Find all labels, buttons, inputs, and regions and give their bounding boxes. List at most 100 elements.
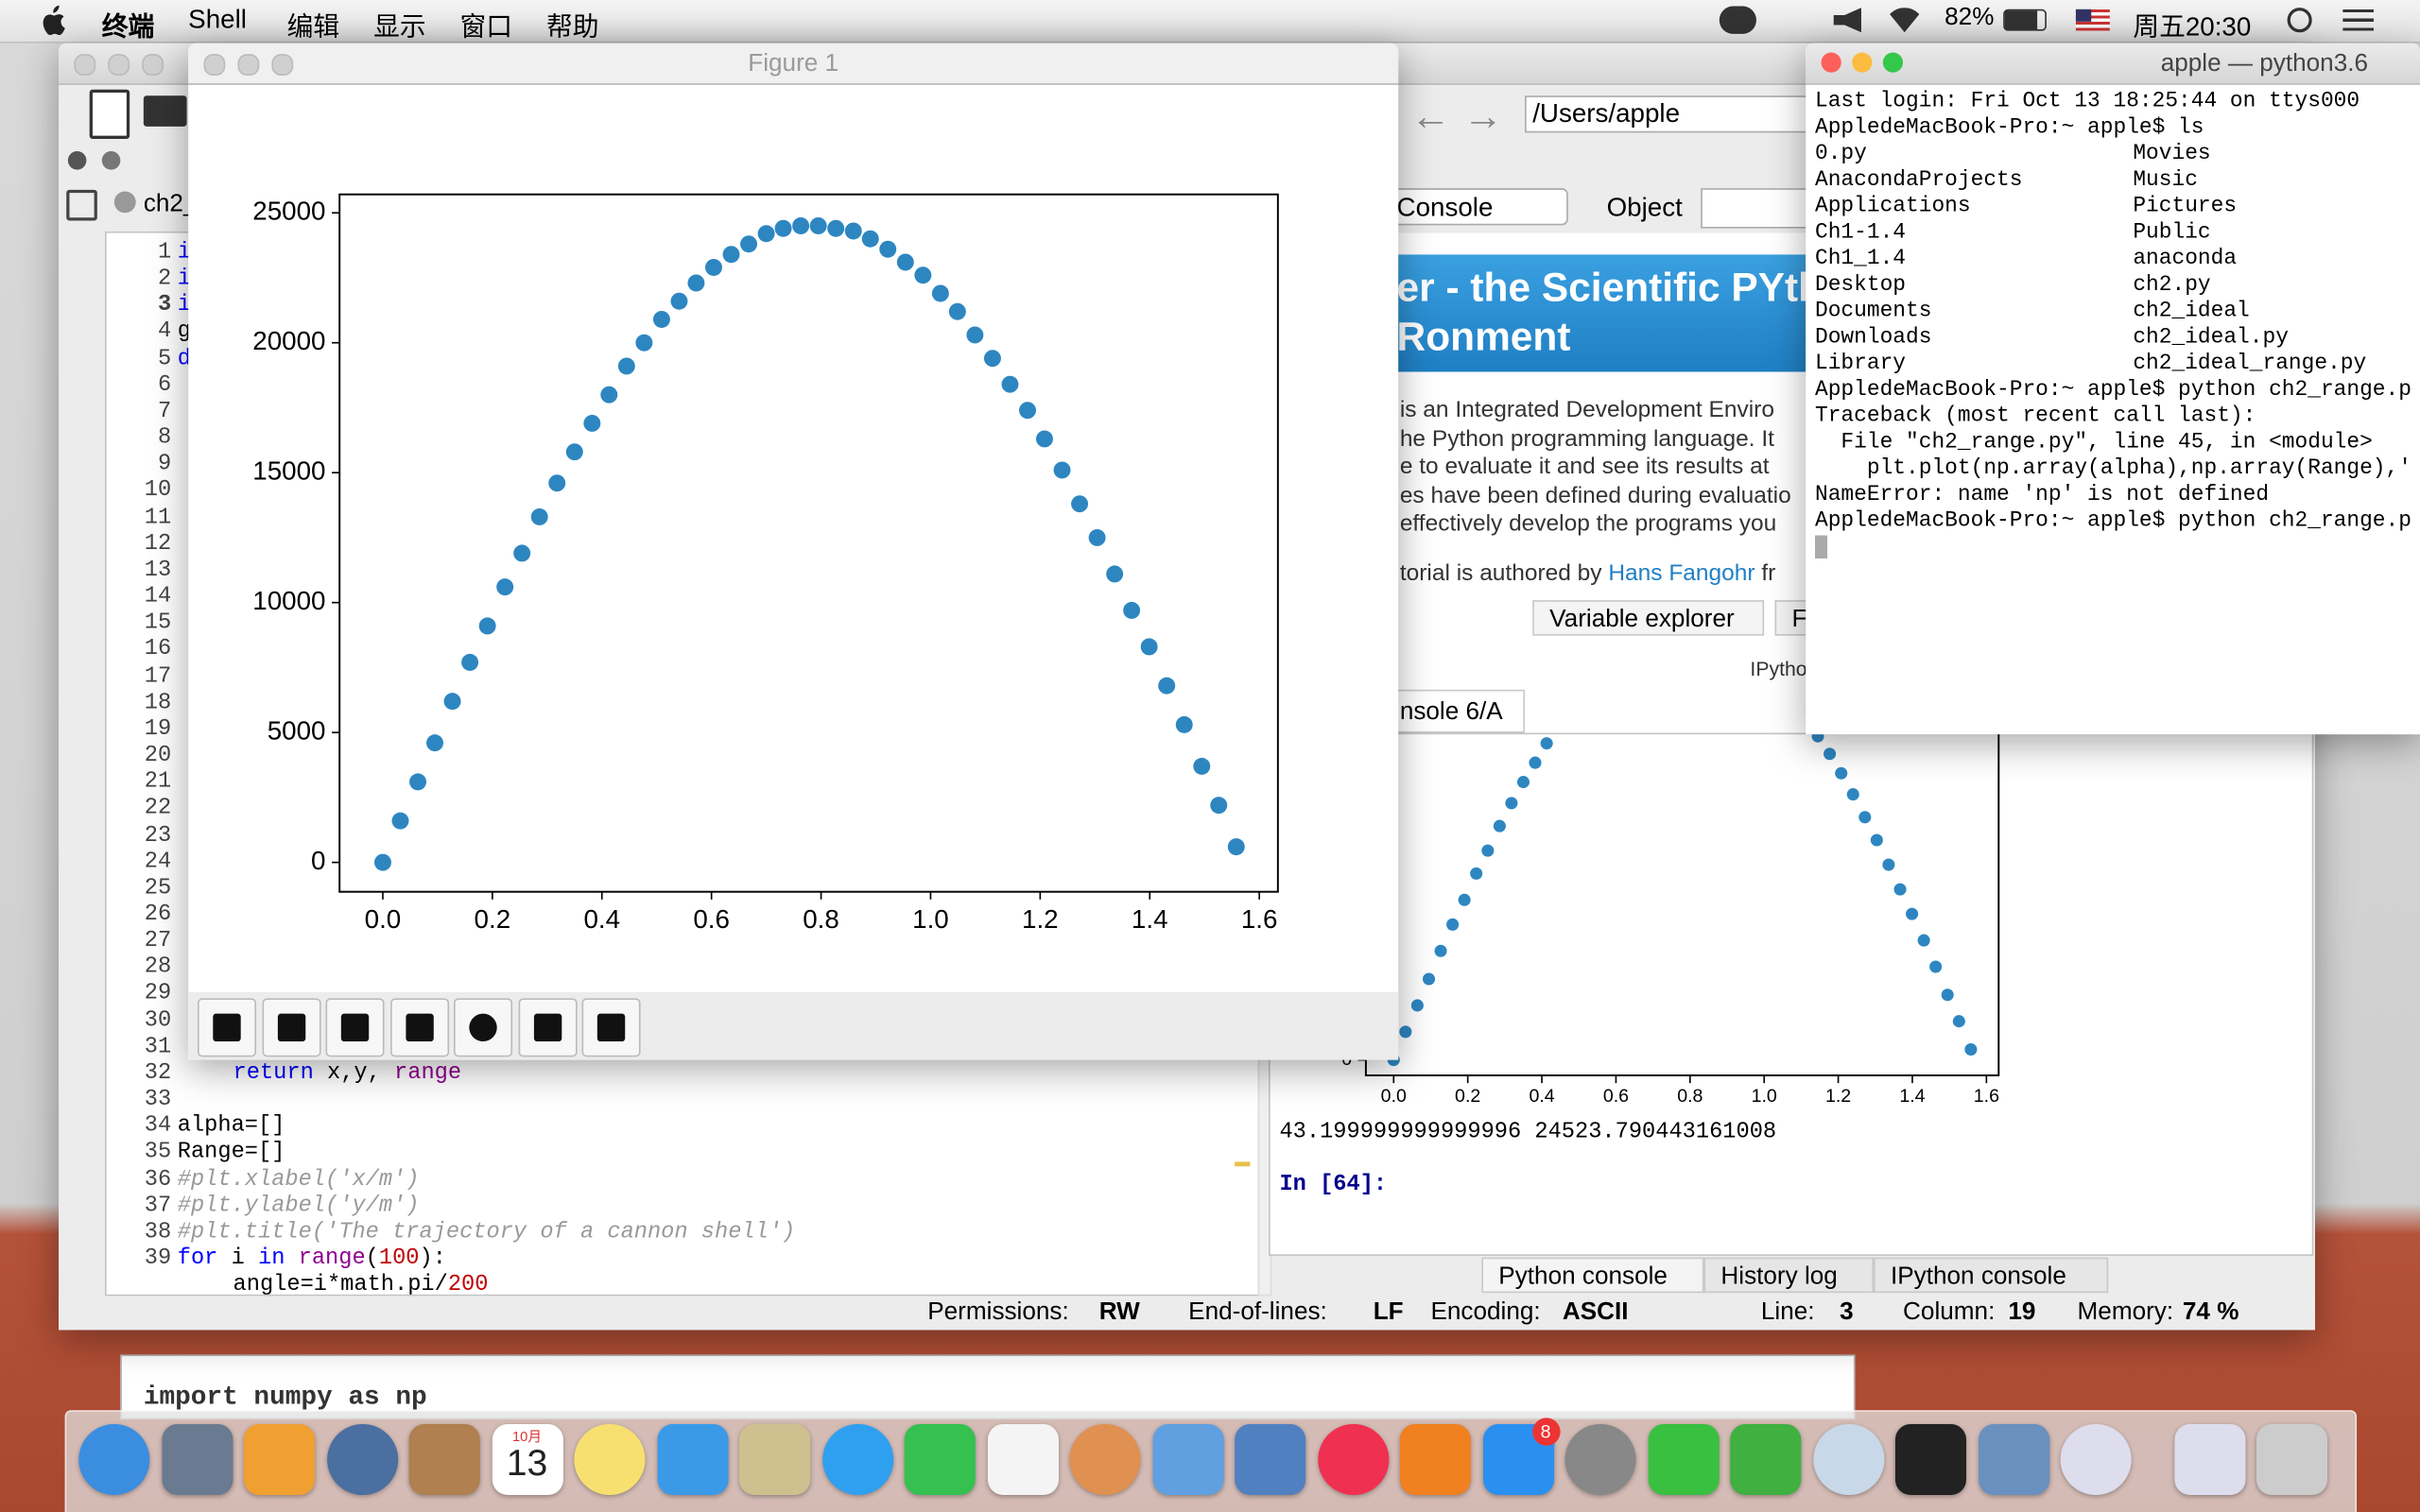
ipython-console[interactable]: 43.199999999999996 24523.790443161008 In… [1269,732,2314,1256]
close-tab[interactable] [113,191,136,214]
console-tab[interactable]: IPython console [1874,1257,2109,1294]
dock-icon[interactable] [2060,1423,2132,1496]
forward-button[interactable] [325,998,385,1057]
dock-icon[interactable]: 10月 13 [492,1423,563,1496]
dock-icon[interactable] [1317,1423,1389,1496]
code-token: range [298,1246,366,1272]
data-point [617,357,635,375]
dock-icon[interactable]: 8 [1482,1418,1560,1496]
dock-icon[interactable] [1812,1423,1884,1496]
path-input[interactable]: /Users/apple [1525,95,1828,133]
code-token: Range=[] [177,1141,285,1166]
banner-text: Ronment [1396,313,1571,360]
search-icon[interactable] [2287,8,2312,33]
battery-icon[interactable] [2003,9,2047,31]
code-token: i [231,1246,245,1272]
dock-icon[interactable] [78,1423,150,1496]
data-point [1941,988,1954,1002]
terminal-line: NameError: name 'np' is not defined [1814,483,2270,508]
open-button[interactable] [143,95,187,127]
dock-icon[interactable] [1151,1423,1223,1496]
menu-item[interactable]: 编辑 [286,12,340,43]
close-button[interactable] [1821,52,1841,73]
wechat-icon[interactable] [1719,6,1756,34]
dock-icon[interactable] [243,1423,316,1496]
x-tick-label: 1.4 [1899,1086,1925,1107]
dock-icon[interactable] [987,1423,1059,1496]
variable-explorer-tab[interactable]: Variable explorer [1532,600,1765,636]
wifi-icon[interactable] [1884,8,1925,33]
ls-entry: Downloads [1814,325,1932,351]
data-point [774,219,792,237]
clock[interactable]: 周五20:30 [2133,12,2252,43]
data-point [1540,737,1553,750]
close-pane[interactable] [67,151,87,170]
dock-icon[interactable] [161,1423,233,1496]
console-tab[interactable]: Python console [1481,1257,1704,1294]
home-button[interactable] [197,998,257,1057]
terminal-line: Last login: Fri Oct 13 18:25:44 on ttys0… [1814,89,2360,114]
browse-tabs[interactable] [66,189,97,221]
zoom-button[interactable] [453,998,513,1057]
dock-icon[interactable] [574,1423,646,1496]
console-tab[interactable]: nsole 6/A [1382,689,1526,733]
icon [340,1013,370,1042]
dock-icon[interactable] [904,1423,976,1496]
console-tab[interactable]: History log [1703,1257,1875,1294]
save-button[interactable] [581,998,641,1057]
dock-icon[interactable] [1399,1423,1471,1496]
status-label: Encoding: [1430,1298,1541,1326]
x-tick-label: 0.0 [1381,1086,1407,1107]
new-file-button[interactable] [89,89,130,139]
help-paragraph: is an Integrated Development Enviro he Py… [1400,397,1791,540]
back-button[interactable] [261,998,320,1057]
menu-item[interactable]: 显示 [373,12,426,43]
dock-icon[interactable] [1564,1423,1636,1496]
dock-icon[interactable] [1235,1423,1306,1496]
y-tick-label: 15000 [252,456,325,486]
x-tick-label: 0.2 [1455,1086,1480,1107]
editor-tab[interactable]: ch2_ [143,191,198,218]
dock-icon[interactable] [1069,1423,1141,1496]
dock-icon[interactable] [1978,1423,2049,1496]
volume-icon[interactable] [1833,8,1861,33]
data-point [373,853,391,871]
code-line: for i in range(100): [178,1246,446,1271]
terminal-text[interactable]: Last login: Fri Oct 13 18:25:44 on ttys0… [1814,89,2420,722]
dock-icon[interactable] [1730,1423,1802,1496]
menu-app[interactable]: 终端 [101,12,155,43]
notifications-icon[interactable] [2342,9,2375,31]
dock-icon[interactable] [656,1423,728,1496]
forward-button[interactable]: → [1462,92,1504,139]
link[interactable]: Hans Fangohr [1608,559,1755,587]
dock-icon[interactable] [1647,1423,1719,1496]
dock-icon[interactable] [739,1423,811,1496]
source-dropdown[interactable]: Console [1382,188,1568,226]
status-label: Line: [1760,1298,1815,1326]
back-button[interactable]: ← [1410,92,1451,139]
apple-logo[interactable] [39,5,65,36]
pan-button[interactable] [389,998,449,1057]
menu-item[interactable]: 窗口 [459,12,513,43]
menu-item[interactable]: Shell [188,4,247,34]
dock-icon[interactable] [821,1423,893,1496]
menu-item[interactable]: 帮助 [545,12,599,43]
dock-icon[interactable] [2173,1423,2245,1496]
minimize-button[interactable] [1852,52,1873,73]
dock-icon[interactable] [2256,1423,2328,1496]
data-point [513,544,531,562]
dock-icon[interactable] [408,1423,480,1496]
configure-button[interactable] [517,998,577,1057]
x-tick-label: 0.0 [365,904,402,934]
dock-icon[interactable] [1894,1423,1966,1496]
code-line: return x,y, range [233,1061,462,1086]
undock-pane[interactable] [101,151,121,170]
data-point [1893,883,1907,896]
line-number: 18 [144,690,172,716]
data-point [1811,732,1824,743]
status-label: Permissions: [927,1298,1069,1326]
flag-icon[interactable] [2075,9,2110,31]
zoom-button[interactable] [1882,52,1904,73]
dock-icon[interactable] [326,1423,398,1496]
